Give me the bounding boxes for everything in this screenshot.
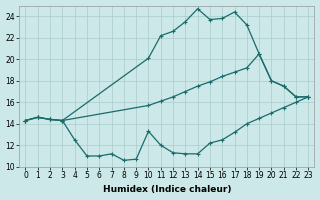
X-axis label: Humidex (Indice chaleur): Humidex (Indice chaleur): [103, 185, 231, 194]
